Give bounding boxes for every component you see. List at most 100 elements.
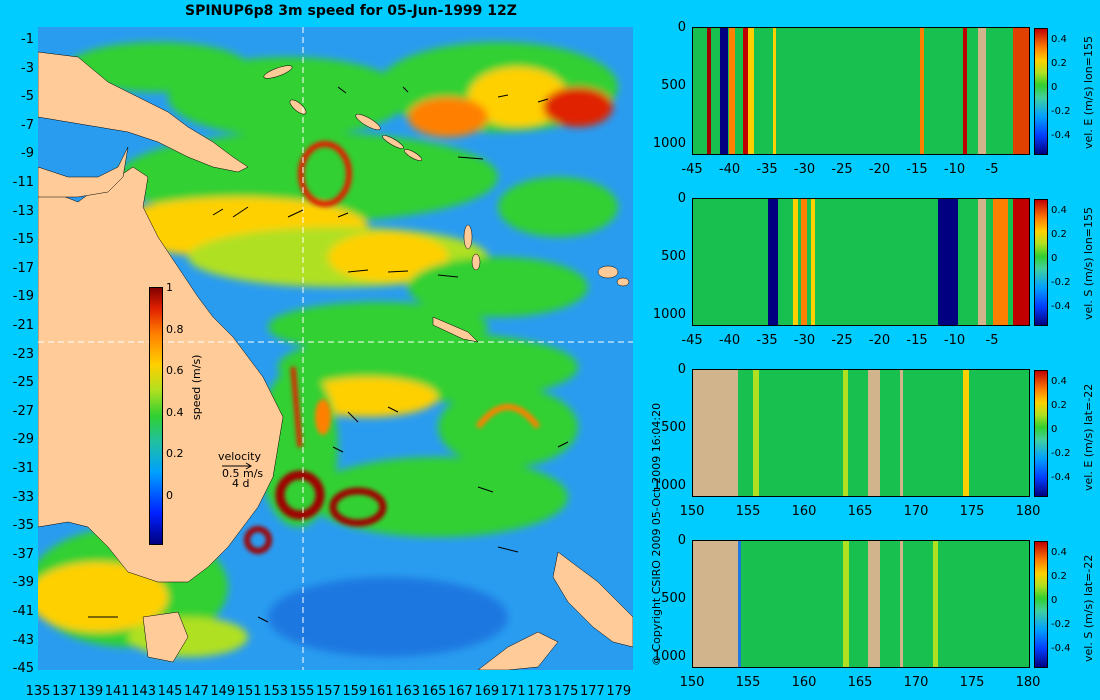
panel-colorbar-tick: 0 <box>1051 253 1058 264</box>
lon-tick-label: 179 <box>606 684 632 699</box>
panel-label: vel. S (m/s) lat=-22 <box>1082 554 1095 662</box>
lon-tick-label: 151 <box>236 684 262 699</box>
lon-tick-label: 153 <box>263 684 289 699</box>
panel-depth-tick: 0 <box>677 362 686 377</box>
lat-tick-label: -13 <box>12 203 34 219</box>
panel-x-tick: -45 <box>681 333 703 348</box>
lon-tick-label: 163 <box>395 684 421 699</box>
panel-x-tick: -15 <box>906 162 928 177</box>
panel-label: vel. E (m/s) lon=155 <box>1082 36 1095 149</box>
panel-x-tick: -5 <box>985 162 999 177</box>
lat-tick-label: -39 <box>12 575 34 591</box>
section-stripe <box>933 541 938 667</box>
section-stripe <box>843 541 849 667</box>
section-stripe <box>868 370 880 496</box>
new-zealand-south-land <box>477 631 559 670</box>
colorbar-label: speed (m/s) <box>190 354 203 420</box>
png-land <box>38 51 249 173</box>
lon-tick-label: 167 <box>447 684 473 699</box>
lon-tick-label: 171 <box>500 684 526 699</box>
velocity-legend-duration: 4 d <box>232 477 250 490</box>
panel-depth-tick: 0 <box>677 20 686 35</box>
section-stripe <box>773 28 776 154</box>
lat-tick-label: -7 <box>21 117 34 133</box>
panel-colorbar <box>1034 199 1048 326</box>
lat-tick-label: -27 <box>12 403 34 419</box>
panel-colorbar <box>1034 370 1048 497</box>
section-stripe <box>753 370 759 496</box>
lat-tick-label: -29 <box>12 432 34 448</box>
lat-tick-label: -33 <box>12 489 34 505</box>
lon-tick-label: 155 <box>289 684 315 699</box>
section-stripe <box>693 370 738 496</box>
vanuatu-fiji-islands <box>463 224 630 287</box>
lon-tick-label: 143 <box>131 684 157 699</box>
lon-tick-label: 141 <box>104 684 130 699</box>
solomon-islands <box>263 65 423 161</box>
lat-tick-label: -37 <box>12 546 34 562</box>
speed-map <box>38 27 633 670</box>
panel-depth-tick: 500 <box>661 78 686 93</box>
panel-colorbar-tick: -0.2 <box>1051 619 1071 630</box>
lon-tick-label: 157 <box>315 684 341 699</box>
new-zealand-land <box>552 551 633 648</box>
section-stripe <box>1013 199 1029 325</box>
lon-tick-label: 135 <box>25 684 51 699</box>
section-stripe <box>707 28 711 154</box>
panel-x-tick: -10 <box>943 162 966 177</box>
panel-x-tick: -20 <box>868 162 891 177</box>
velocity-legend-title: velocity <box>218 450 261 463</box>
panel-depth-tick: 1000 <box>652 136 686 151</box>
panel-x-tick: -40 <box>718 333 741 348</box>
panel-colorbar-tick: 0.4 <box>1051 205 1067 216</box>
section-stripe <box>963 28 967 154</box>
colorbar-tick-label: 1 <box>166 281 173 294</box>
panel-label: vel. S (m/s) lon=155 <box>1082 206 1095 320</box>
panel-label: vel. E (m/s) lat=-22 <box>1082 383 1095 491</box>
panel-x-tick: -40 <box>718 162 741 177</box>
lat-tick-label: -17 <box>12 260 34 276</box>
lon-tick-label: 173 <box>527 684 553 699</box>
panel-x-tick: -30 <box>793 333 816 348</box>
panel-colorbar-tick: -0.2 <box>1051 106 1071 117</box>
panel-x-tick: 180 <box>1015 675 1041 690</box>
lon-tick-label: 165 <box>421 684 447 699</box>
panel-x-tick: 180 <box>1015 504 1041 519</box>
section-stripe <box>938 199 958 325</box>
lat-tick-label: -35 <box>12 518 34 534</box>
panel-x-tick: -35 <box>756 162 778 177</box>
velocity-arrows <box>88 86 569 623</box>
section-stripe <box>868 541 880 667</box>
panel-x-tick: 150 <box>679 504 705 519</box>
panel-x-tick: -5 <box>985 333 999 348</box>
panel-depth-tick: 500 <box>661 249 686 264</box>
lat-tick-label: -31 <box>12 461 34 476</box>
section-stripe <box>738 541 741 667</box>
lon-tick-label: 149 <box>210 684 236 699</box>
section-stripe <box>978 199 986 325</box>
panel-colorbar-tick: 0 <box>1051 424 1058 435</box>
plot-title: SPINUP6p8 3m speed for 05-Jun-1999 12Z <box>185 3 517 19</box>
panel-colorbar-tick: 0.2 <box>1051 58 1067 69</box>
section-panel <box>692 369 1030 497</box>
panel-x-tick: 165 <box>847 675 873 690</box>
panel-colorbar-tick: 0.2 <box>1051 229 1067 240</box>
cape-york-land <box>38 146 129 198</box>
lat-tick-label: -21 <box>12 318 34 333</box>
lat-tick-label: -41 <box>12 604 34 619</box>
panel-depth-tick: 500 <box>661 420 686 435</box>
section-stripe <box>993 199 1008 325</box>
panel-x-tick: 155 <box>735 675 761 690</box>
panel-depth-tick: 1000 <box>652 649 686 664</box>
speed-colorbar <box>149 287 163 545</box>
panel-colorbar-tick: -0.2 <box>1051 448 1071 459</box>
map-canvas <box>38 27 633 670</box>
panel-colorbar-tick: -0.4 <box>1051 643 1071 654</box>
colorbar-tick-label: 0.2 <box>166 447 184 460</box>
section-stripe <box>900 541 903 667</box>
panel-x-tick: 175 <box>959 504 985 519</box>
section-panel <box>692 198 1030 326</box>
panel-x-tick: 170 <box>903 504 929 519</box>
section-stripe <box>920 28 924 154</box>
lat-tick-label: -43 <box>12 632 34 648</box>
